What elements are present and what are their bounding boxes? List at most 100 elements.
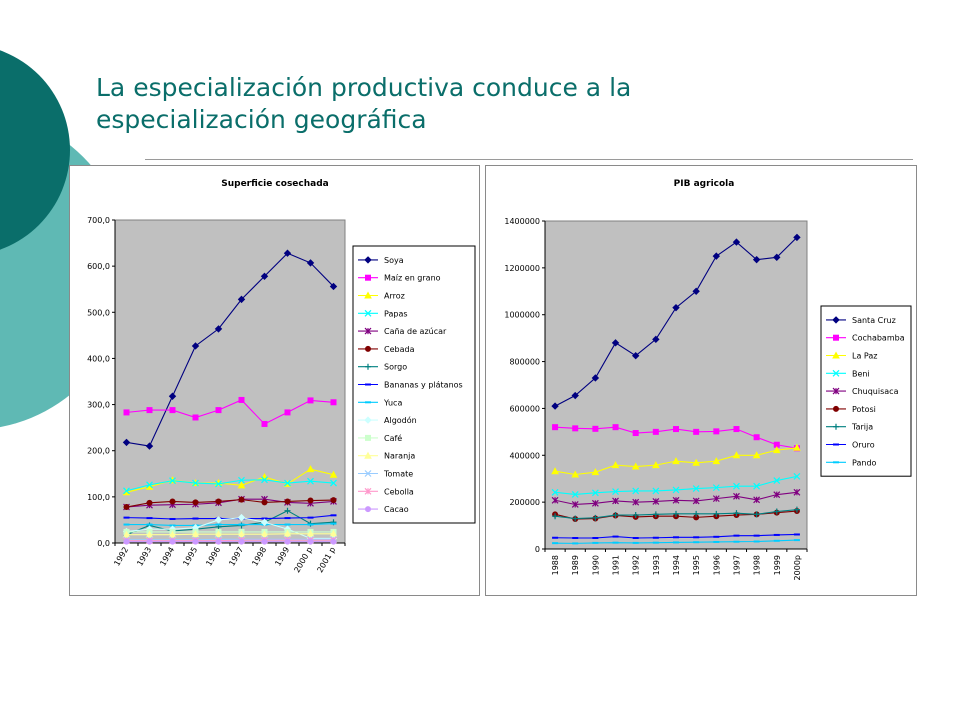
chart-title: PIB agricola: [674, 179, 735, 189]
y-tick-label: 500,0: [87, 308, 110, 317]
data-point: [237, 530, 246, 538]
legend-label: Cebolla: [384, 487, 414, 496]
chart-title: Superficie cosechada: [221, 179, 329, 189]
legend-marker: [364, 327, 372, 335]
data-point: [261, 499, 268, 506]
legend-item-beni: Beni: [826, 369, 870, 378]
data-point: [672, 457, 680, 465]
legend-item-maiz-en-grano: Maíz en grano: [358, 274, 441, 283]
superficie-cosechada-svg: Superficie cosechada 0,0 100,0 200,0 300,0 40…: [87, 179, 476, 575]
data-point: [260, 518, 269, 526]
data-point: [692, 485, 700, 492]
legend-label: Cacao: [384, 505, 409, 514]
series-line-sorgo: [126, 510, 334, 536]
data-point: [306, 259, 315, 267]
data-point: [571, 391, 579, 400]
legend-item-chuquisaca: Chuquisaca: [826, 387, 899, 396]
x-tick-label: 1994: [158, 546, 176, 568]
data-point: [307, 538, 314, 545]
x-tick-label: 1992: [632, 555, 641, 575]
data-point: [712, 457, 721, 465]
plot-area: [114, 219, 346, 544]
slide-title-line-1: La especialización productiva conduce a …: [96, 73, 632, 102]
data-point: [732, 238, 741, 246]
data-point: [214, 530, 223, 538]
y-tick-label: 1200000: [504, 264, 540, 273]
data-point: [123, 504, 130, 511]
legend-item-cana-de-azucar: Caña de azúcar: [358, 327, 447, 336]
data-point: [793, 443, 801, 451]
series-la-paz: [551, 443, 801, 478]
legend-marker: [832, 351, 840, 359]
data-point: [693, 510, 700, 517]
legend-item-cafe: Café: [358, 433, 402, 443]
data-point: [733, 482, 740, 490]
data-point: [673, 426, 679, 433]
data-point: [238, 538, 245, 545]
data-point: [145, 530, 154, 538]
data-point: [215, 538, 222, 545]
data-point: [238, 396, 245, 403]
data-point: [571, 490, 579, 498]
data-point: [652, 335, 660, 344]
data-point: [552, 424, 559, 431]
data-point: [793, 233, 801, 242]
data-point: [793, 488, 801, 496]
data-point: [284, 479, 291, 487]
x-tick-label: 1993: [652, 555, 661, 575]
legend-label: Chuquisaca: [852, 387, 899, 396]
data-point: [773, 508, 780, 515]
x-tick-label: 2000 p: [292, 546, 314, 575]
data-point: [192, 538, 199, 545]
data-point: [652, 498, 660, 505]
data-point: [169, 407, 176, 414]
data-point: [215, 407, 222, 414]
data-point: [591, 499, 599, 507]
series-naranja: [122, 529, 338, 538]
series-oruro: [552, 533, 800, 539]
legend-marker: [833, 405, 839, 412]
data-point: [611, 339, 620, 347]
data-point: [330, 399, 337, 406]
legend-marker: [364, 309, 372, 317]
legend-marker: [364, 416, 372, 424]
legend-label: Oruro: [852, 441, 875, 450]
title-divider: [145, 159, 913, 160]
data-point: [692, 497, 700, 505]
y-tick-label: 600,0: [87, 262, 110, 271]
legend-marker: [364, 451, 372, 459]
data-point: [752, 451, 761, 459]
data-point: [192, 499, 199, 506]
data-point: [145, 442, 154, 450]
x-tick-label: 1991: [612, 555, 621, 575]
legend-label: Yuca: [383, 398, 402, 407]
data-point: [330, 479, 337, 487]
y-tick-label: 1400000: [504, 217, 540, 226]
data-point: [551, 402, 559, 410]
data-point: [733, 426, 740, 433]
series-line-arroz: [126, 468, 334, 493]
data-point: [261, 420, 268, 427]
data-point: [672, 303, 680, 312]
data-point: [329, 529, 338, 537]
legend-label: Pando: [852, 458, 877, 467]
y-tick-label: 700,0: [87, 216, 110, 225]
data-point: [237, 513, 246, 522]
x-tick-label: 1996: [204, 546, 222, 568]
data-point: [330, 538, 337, 545]
legend-item-soya: Soya: [358, 256, 404, 265]
legend-marker: [365, 363, 371, 370]
data-point: [237, 295, 246, 304]
slide-title: La especialización productiva conduce a …: [96, 72, 856, 136]
pib-agricola-svg: PIB agricola 0 200000 400000 600000 800000 100…: [504, 179, 912, 580]
data-point: [591, 489, 599, 497]
data-point: [572, 425, 579, 432]
data-point: [712, 484, 720, 492]
x-tick-label: 1999: [273, 546, 291, 568]
data-point: [551, 467, 559, 475]
data-point: [713, 510, 720, 517]
legend-marker: [365, 434, 371, 441]
data-point: [793, 506, 800, 513]
data-point: [753, 511, 760, 518]
data-point: [238, 476, 245, 484]
